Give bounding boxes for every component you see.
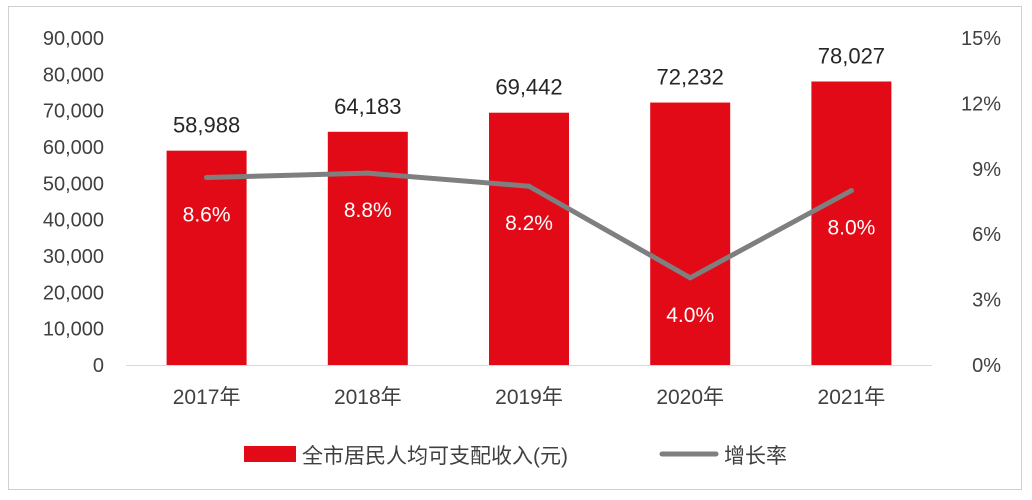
bar-series: 58,988 64,183 69,442 72,232 78,027 xyxy=(166,44,892,366)
bar xyxy=(811,81,892,366)
left-tick-label: 30,000 xyxy=(43,246,104,268)
bar-value-label: 72,232 xyxy=(657,65,724,90)
left-tick-label: 80,000 xyxy=(43,64,104,86)
growth-line-series: 8.6% 8.8% 8.2% 4.0% 8.0% xyxy=(183,170,875,327)
bar-value-label: 78,027 xyxy=(818,44,885,69)
legend: 全市居民人均可支配收入(元) 增长率 xyxy=(244,445,787,468)
right-axis: 0% 3% 6% 9% 12% 15% xyxy=(961,28,1001,377)
right-tick-label: 0% xyxy=(972,355,1001,377)
growth-value-label: 8.6% xyxy=(183,204,231,227)
growth-point xyxy=(204,175,210,181)
category-label: 2017年 xyxy=(173,386,241,409)
bar xyxy=(489,112,569,366)
growth-point xyxy=(365,170,371,176)
left-tick-label: 20,000 xyxy=(43,282,104,304)
category-label: 2018年 xyxy=(334,386,402,409)
growth-point xyxy=(687,275,693,281)
bar-value-label: 64,183 xyxy=(334,94,401,119)
left-axis: 0 10,000 20,000 30,000 40,000 50,000 60,000 70,… xyxy=(43,28,104,377)
bar xyxy=(650,102,731,365)
left-tick-label: 90,000 xyxy=(43,28,104,50)
right-tick-label: 3% xyxy=(972,290,1001,312)
left-tick-label: 10,000 xyxy=(43,319,104,341)
right-tick-label: 15% xyxy=(961,28,1001,50)
growth-value-label: 4.0% xyxy=(666,304,714,327)
legend-swatch-income xyxy=(244,446,296,462)
right-tick-label: 6% xyxy=(972,224,1001,246)
bar-value-label: 69,442 xyxy=(495,75,562,100)
bar xyxy=(166,150,247,365)
left-tick-label: 0 xyxy=(93,355,104,377)
legend-label-income: 全市居民人均可支配收入(元) xyxy=(302,445,568,468)
growth-point xyxy=(848,188,854,194)
left-tick-label: 70,000 xyxy=(43,101,104,123)
growth-value-label: 8.0% xyxy=(827,217,875,240)
right-tick-label: 12% xyxy=(961,93,1001,115)
growth-value-label: 8.8% xyxy=(344,199,392,222)
left-tick-label: 60,000 xyxy=(43,137,104,159)
growth-point xyxy=(526,183,532,189)
legend-label-growth: 增长率 xyxy=(724,445,787,468)
x-axis: 2017年 2018年 2019年 2020年 2021年 xyxy=(173,386,886,409)
left-tick-label: 50,000 xyxy=(43,173,104,195)
category-label: 2021年 xyxy=(818,386,886,409)
right-tick-label: 9% xyxy=(972,159,1001,181)
left-tick-label: 40,000 xyxy=(43,210,104,232)
category-label: 2020年 xyxy=(656,386,724,409)
growth-value-label: 8.2% xyxy=(505,212,553,235)
category-label: 2019年 xyxy=(495,386,563,409)
bar-value-label: 58,988 xyxy=(173,113,240,138)
bar xyxy=(327,131,408,365)
